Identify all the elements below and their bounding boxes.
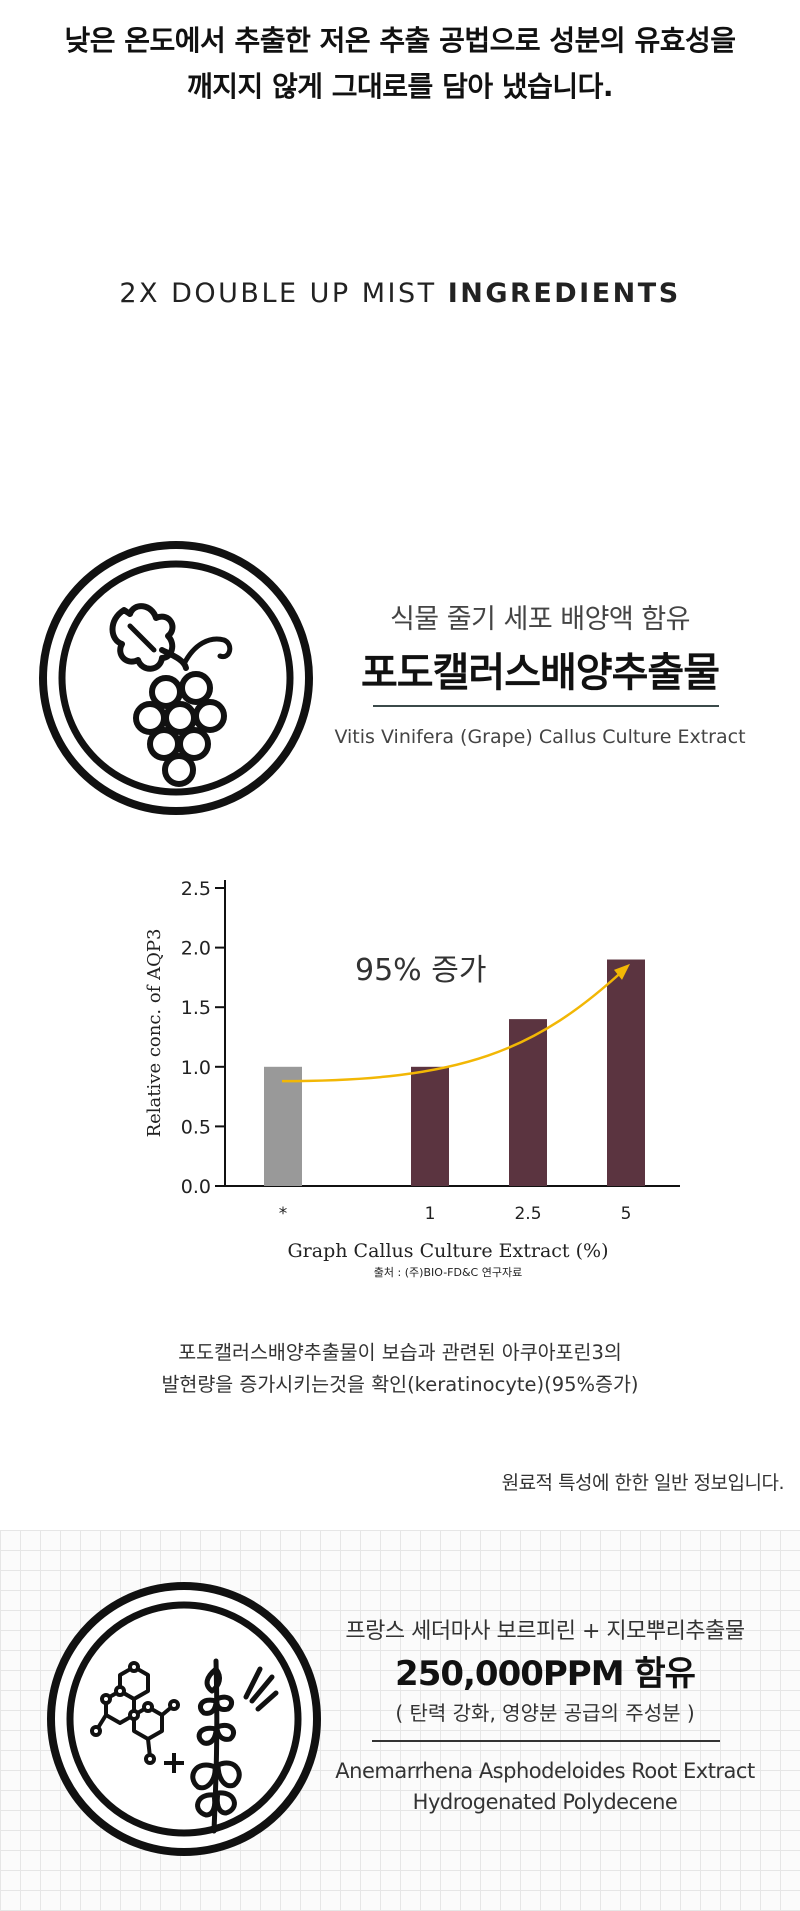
grape-icon [39, 541, 313, 815]
x-axis-label: Graph Callus Culture Extract (%) [288, 1240, 609, 1262]
bar-2 [411, 1066, 449, 1186]
y-tick-label: 2.0 [181, 938, 211, 960]
ingredients-heading-bold: INGREDIENTS [447, 278, 681, 309]
trend-arrowhead [614, 963, 630, 980]
annotation-label: 95% 증가 [355, 953, 486, 988]
ingredient2-latin-line-1: Anemarrhena Asphodeloides Root Extract [335, 1759, 755, 1783]
ingredient2-benefit: ( 탄력 강화, 영양분 공급의 주성분 ) [395, 1701, 695, 1725]
chart-source: 출처 : (주)BIO-FD&C 연구자료 [374, 1266, 522, 1279]
x-tick-labels: * 1 2.5 5 [279, 1204, 632, 1224]
bars [264, 959, 645, 1186]
ingredient1-subtitle: 식물 줄기 세포 배양액 함유 [389, 604, 691, 635]
y-tick-label: 0.5 [181, 1116, 211, 1138]
ingredient2-subtitle: 프랑스 세더마사 보르피린 + 지모뿌리추출물 [345, 1619, 745, 1644]
bar-4 [607, 959, 645, 1186]
intro-line-2: 깨지지 않게 그대로를 담아 냈습니다. [186, 70, 614, 103]
ingredient1-divider [373, 705, 719, 707]
description-line-1: 포도캘러스배양추출물이 보습과 관련된 아쿠아포린3의 [178, 1341, 622, 1364]
aqp3-bar-chart: 0.0 0.5 1.0 1.5 2.0 2.5 * 1 2.5 5 95% 증가 Relativ… [144, 878, 680, 1279]
ingredients-heading-light: 2X DOUBLE UP MIST [119, 278, 448, 309]
bar-1 [264, 1066, 302, 1186]
y-tick-label: 1.5 [181, 997, 211, 1019]
y-tick-label: 0.0 [181, 1176, 211, 1198]
ingredient1-latin: Vitis Vinifera (Grape) Callus Culture Ex… [334, 726, 746, 748]
y-tick-label: 1.0 [181, 1057, 211, 1079]
disclaimer-note: 원료적 특성에 한한 일반 정보입니다. [501, 1472, 785, 1494]
y-ticks: 0.0 0.5 1.0 1.5 2.0 2.5 [181, 878, 225, 1198]
bar-3 [509, 1019, 547, 1186]
ingredient2-divider [372, 1740, 720, 1742]
description: 포도캘러스배양추출물이 보습과 관련된 아쿠아포린3의 발현량을 증가시키는것을… [0, 1337, 800, 1401]
intro-line-1: 낮은 온도에서 추출한 저온 추출 공법으로 성분의 유효성을 [64, 24, 736, 57]
ingredient2-latin-line-2: Hydrogenated Polydecene [412, 1790, 678, 1814]
molecule-plant-icon [47, 1582, 321, 1856]
ingredient1-name: 포도캘러스배양추출물 [361, 650, 720, 696]
y-tick-label: 2.5 [181, 878, 211, 900]
intro-text: 낮은 온도에서 추출한 저온 추출 공법으로 성분의 유효성을 깨지지 않게 그… [0, 18, 800, 110]
x-tick-label: 5 [621, 1204, 632, 1224]
ingredient2-name: 250,000PPM 함유 [395, 1654, 696, 1694]
trend-curve [281, 966, 627, 1083]
x-tick-label: 2.5 [514, 1204, 541, 1224]
y-axis-label: Relative conc. of AQP3 [144, 929, 165, 1138]
x-tick-label: * [279, 1204, 288, 1224]
ingredient2-latin: Anemarrhena Asphodeloides Root Extract H… [330, 1756, 760, 1818]
x-tick-label: 1 [425, 1204, 436, 1224]
ingredients-heading: 2X DOUBLE UP MIST INGREDIENTS [0, 278, 800, 309]
description-line-2: 발현량을 증가시키는것을 확인(keratinocyte)(95%증가) [161, 1373, 639, 1396]
